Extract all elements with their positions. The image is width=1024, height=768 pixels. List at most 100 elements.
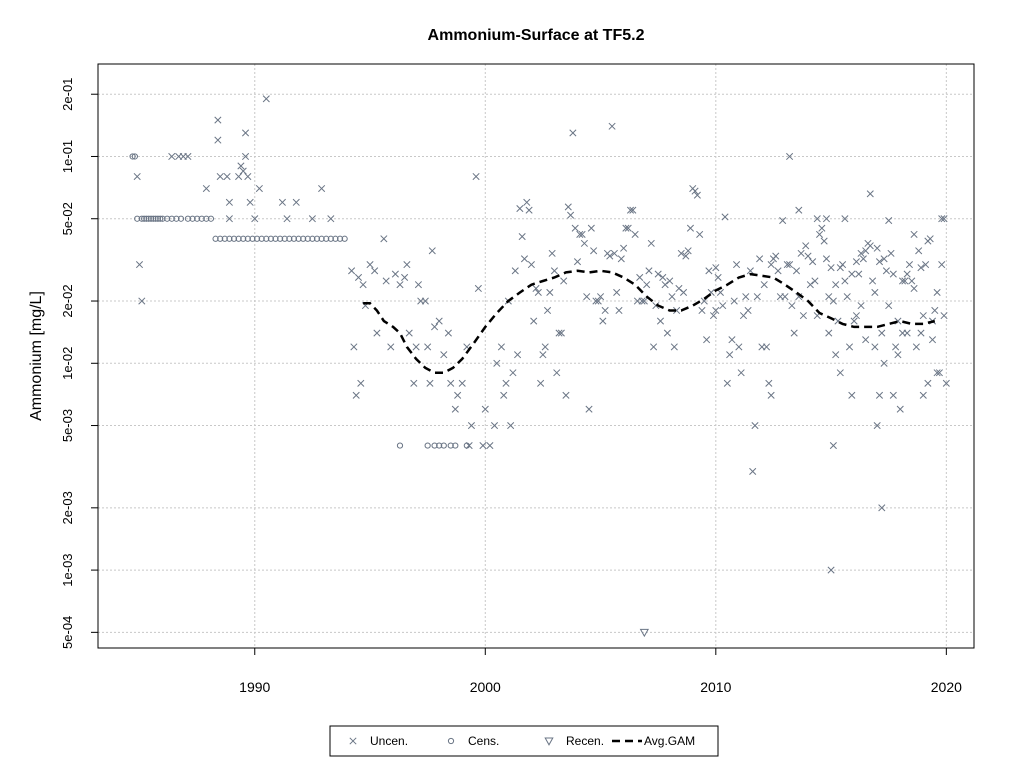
data-point-uncen	[350, 343, 358, 351]
data-point-uncen	[583, 293, 591, 301]
data-point-uncen	[578, 230, 586, 238]
data-point-uncen	[894, 351, 902, 359]
data-point-uncen	[742, 293, 750, 301]
data-point-uncen	[490, 421, 499, 430]
data-point-uncen	[391, 270, 399, 278]
data-point-cens	[300, 235, 307, 242]
data-point-uncen	[246, 198, 254, 206]
data-point-cens	[212, 235, 219, 242]
data-point-uncen	[940, 215, 948, 223]
data-point-uncen	[168, 152, 176, 161]
data-point-uncen	[357, 379, 365, 387]
data-point-uncen	[636, 273, 644, 282]
data-point-uncen	[590, 247, 598, 255]
data-point-recen	[639, 628, 649, 638]
data-point-uncen	[318, 184, 326, 193]
y-tick-label: 2e-01	[60, 78, 75, 111]
data-point-cens	[157, 215, 164, 222]
data-point-uncen	[659, 273, 667, 282]
data-point-cens	[431, 442, 438, 449]
data-point-uncen	[601, 306, 609, 315]
data-point-cens	[286, 235, 293, 242]
data-point-uncen	[216, 172, 224, 181]
data-point-uncen	[366, 261, 374, 269]
data-point-uncen	[919, 391, 927, 399]
data-point-uncen	[555, 329, 563, 337]
data-point-uncen	[686, 224, 695, 232]
data-point-uncen	[942, 379, 950, 387]
data-point-cens	[168, 215, 175, 222]
data-point-uncen	[836, 369, 844, 377]
data-point-uncen	[822, 255, 831, 263]
data-point-cens	[235, 235, 242, 242]
data-point-uncen	[924, 379, 932, 387]
data-point-uncen	[629, 206, 637, 214]
data-point-uncen	[640, 297, 648, 305]
data-point-uncen	[938, 261, 946, 269]
y-tick-label: 5e-04	[60, 616, 75, 649]
legend-key	[349, 737, 357, 745]
data-point-cens	[341, 235, 348, 242]
data-point-uncen	[382, 277, 390, 285]
legend-label: Cens.	[468, 734, 499, 748]
data-point-uncen	[184, 152, 192, 161]
data-point-uncen	[255, 184, 263, 193]
data-series	[129, 95, 950, 638]
data-point-uncen	[848, 270, 856, 278]
data-point-uncen	[753, 293, 761, 301]
data-point-uncen	[431, 323, 439, 331]
data-point-uncen	[426, 379, 434, 387]
data-point-cens	[173, 215, 180, 222]
data-point-uncen	[878, 329, 886, 337]
data-point-uncen	[751, 421, 759, 430]
data-point-uncen	[871, 288, 879, 297]
data-point-cens	[164, 215, 171, 222]
data-point-uncen	[928, 336, 937, 344]
data-point-uncen	[730, 297, 738, 305]
data-point-uncen	[760, 281, 768, 289]
data-point-uncen	[292, 198, 300, 206]
data-point-uncen	[917, 329, 925, 337]
data-point-uncen	[783, 261, 791, 269]
data-point-uncen	[617, 255, 625, 263]
data-point-uncen	[749, 467, 757, 475]
data-point-uncen	[479, 442, 487, 450]
data-point-uncen	[774, 267, 782, 275]
data-point-uncen	[594, 297, 602, 305]
data-point-uncen	[387, 343, 395, 351]
y-tick-label: 5e-03	[60, 409, 75, 442]
data-point-cens	[318, 235, 325, 242]
data-point-uncen	[596, 293, 605, 301]
data-point-uncen	[262, 95, 270, 103]
data-point-uncen	[684, 247, 692, 255]
data-point-uncen	[631, 230, 639, 238]
gam-line	[363, 269, 936, 374]
data-point-cens	[207, 215, 215, 222]
data-point-uncen	[762, 343, 771, 351]
data-point-uncen	[855, 270, 863, 278]
data-point-uncen	[857, 302, 865, 310]
data-point-uncen	[839, 261, 847, 269]
data-point-uncen	[802, 242, 810, 250]
legend-box	[329, 725, 719, 757]
data-point-uncen	[486, 442, 494, 450]
data-point-uncen	[534, 288, 542, 297]
data-point-uncen	[543, 306, 552, 315]
data-point-uncen	[308, 215, 316, 223]
data-point-uncen	[797, 249, 805, 257]
data-point-uncen	[348, 267, 356, 275]
data-point-uncen	[576, 230, 584, 238]
data-point-cens	[332, 235, 339, 242]
data-point-uncen	[813, 215, 821, 223]
plot-frame	[97, 63, 975, 649]
data-point-uncen	[825, 329, 833, 337]
data-point-uncen	[792, 267, 801, 275]
data-point-uncen	[933, 369, 941, 377]
data-point-cens	[267, 235, 274, 242]
y-tick-label: 2e-03	[60, 491, 75, 524]
data-point-uncen	[401, 273, 409, 282]
data-point-cens	[226, 235, 233, 242]
data-point-uncen	[557, 329, 565, 337]
data-point-uncen	[933, 288, 941, 297]
data-point-uncen	[244, 172, 252, 181]
